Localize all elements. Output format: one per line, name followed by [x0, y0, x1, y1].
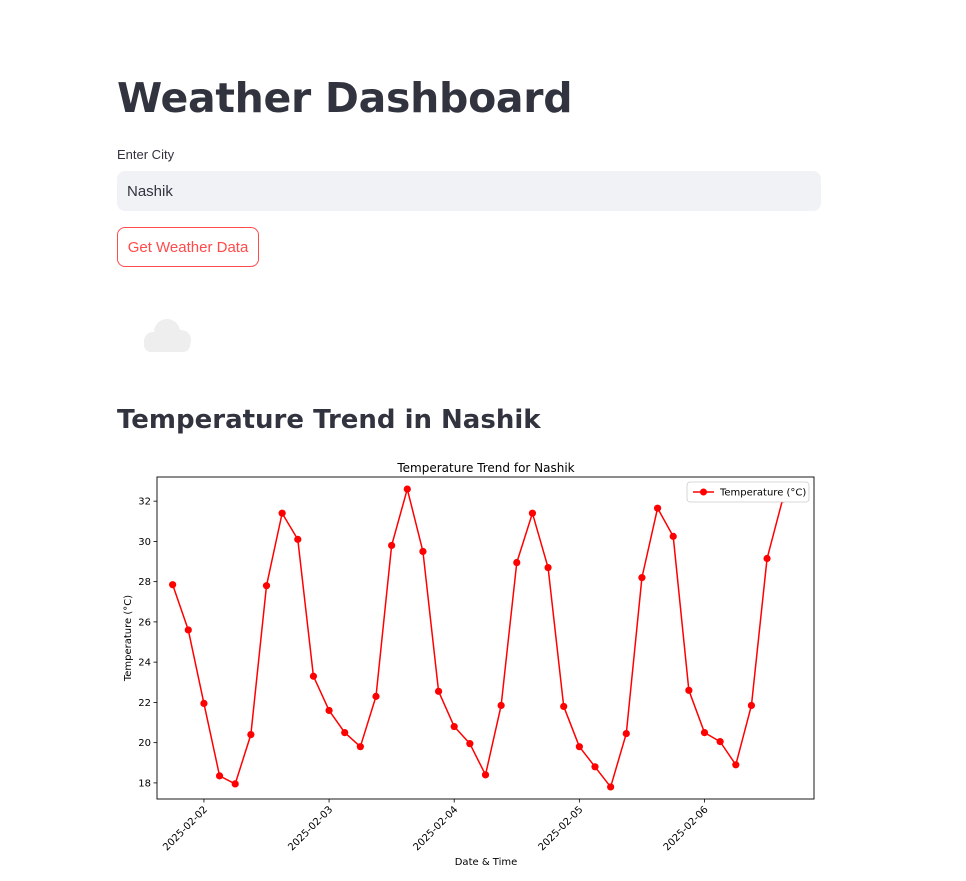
- data-point: [294, 535, 302, 543]
- data-point: [607, 783, 615, 791]
- data-point: [434, 687, 443, 695]
- series-line: [171, 488, 784, 788]
- y-axis: 18 20 22 24 26 28 30 32: [138, 497, 157, 789]
- trend-section-title: Temperature Trend in Nashik: [117, 405, 541, 435]
- data-point: [513, 558, 521, 567]
- data-point: [763, 554, 771, 563]
- y-tick-label: 28: [138, 577, 151, 588]
- city-field-label: Enter City: [117, 147, 175, 162]
- data-point: [169, 581, 177, 589]
- data-point: [716, 738, 724, 746]
- chart-title: Temperature Trend for Nashik: [396, 461, 574, 475]
- plot-frame: [156, 476, 815, 800]
- x-tick-label: 2025-02-03: [286, 804, 335, 853]
- data-point: [466, 740, 474, 748]
- data-point: [356, 743, 364, 751]
- x-tick-label: 2025-02-04: [411, 804, 460, 853]
- data-point: [388, 541, 396, 550]
- data-point: [622, 729, 630, 738]
- data-point: [419, 547, 427, 556]
- data-point: [653, 504, 662, 512]
- legend-box: [686, 481, 810, 503]
- data-point: [231, 780, 239, 788]
- temperature-chart: Temperature Trend for Nashik 18 20 22 24 26 2…: [113, 456, 833, 876]
- data-point: [262, 582, 271, 590]
- y-tick-label: 24: [138, 658, 151, 669]
- data-point: [372, 692, 380, 700]
- x-tick-label: 2025-02-05: [537, 804, 586, 853]
- y-tick-label: 26: [138, 617, 151, 628]
- y-tick-label: 32: [138, 497, 151, 508]
- data-point: [184, 626, 192, 634]
- y-tick-label: 18: [138, 778, 151, 789]
- data-point: [341, 728, 349, 737]
- data-point: [575, 743, 583, 751]
- data-point: [481, 771, 490, 779]
- data-point: [685, 686, 693, 694]
- data-point: [247, 731, 255, 739]
- temperature-chart-svg: Temperature Trend for Nashik 18 20 22 24 26 2…: [123, 461, 815, 868]
- page-title: Weather Dashboard: [117, 74, 573, 122]
- y-tick-label: 22: [138, 698, 151, 709]
- legend-label: Temperature (°C): [719, 488, 806, 499]
- data-point: [278, 509, 286, 517]
- x-tick-label: 2025-02-06: [662, 804, 711, 853]
- data-point: [200, 699, 208, 708]
- city-input[interactable]: [117, 171, 821, 211]
- y-tick-label: 20: [138, 738, 151, 749]
- data-point: [732, 761, 740, 769]
- data-point: [215, 772, 224, 780]
- data-point: [669, 532, 677, 540]
- y-axis-label: Temperature (°C): [123, 595, 134, 682]
- data-point: [700, 728, 709, 737]
- chart-legend: Temperature (°C): [686, 481, 810, 503]
- cloud-icon: [134, 308, 200, 358]
- data-point: [403, 485, 411, 493]
- data-point: [560, 702, 568, 711]
- data-point: [497, 701, 505, 710]
- data-point: [747, 701, 756, 710]
- y-tick-label: 30: [138, 537, 151, 548]
- data-point: [309, 672, 318, 680]
- data-point: [591, 763, 599, 771]
- series-layer: [169, 485, 787, 791]
- data-point: [528, 509, 537, 517]
- data-point: [544, 563, 552, 572]
- data-point: [450, 722, 458, 731]
- data-point: [325, 706, 333, 715]
- legend-marker: [700, 488, 707, 496]
- data-point: [638, 574, 646, 582]
- x-axis-label: Date & Time: [455, 857, 518, 868]
- get-weather-button[interactable]: Get Weather Data: [117, 227, 259, 267]
- x-axis: 2025-02-02 2025-02-03 2025-02-04 2025-02-05…: [161, 799, 711, 853]
- x-tick-label: 2025-02-02: [161, 804, 210, 853]
